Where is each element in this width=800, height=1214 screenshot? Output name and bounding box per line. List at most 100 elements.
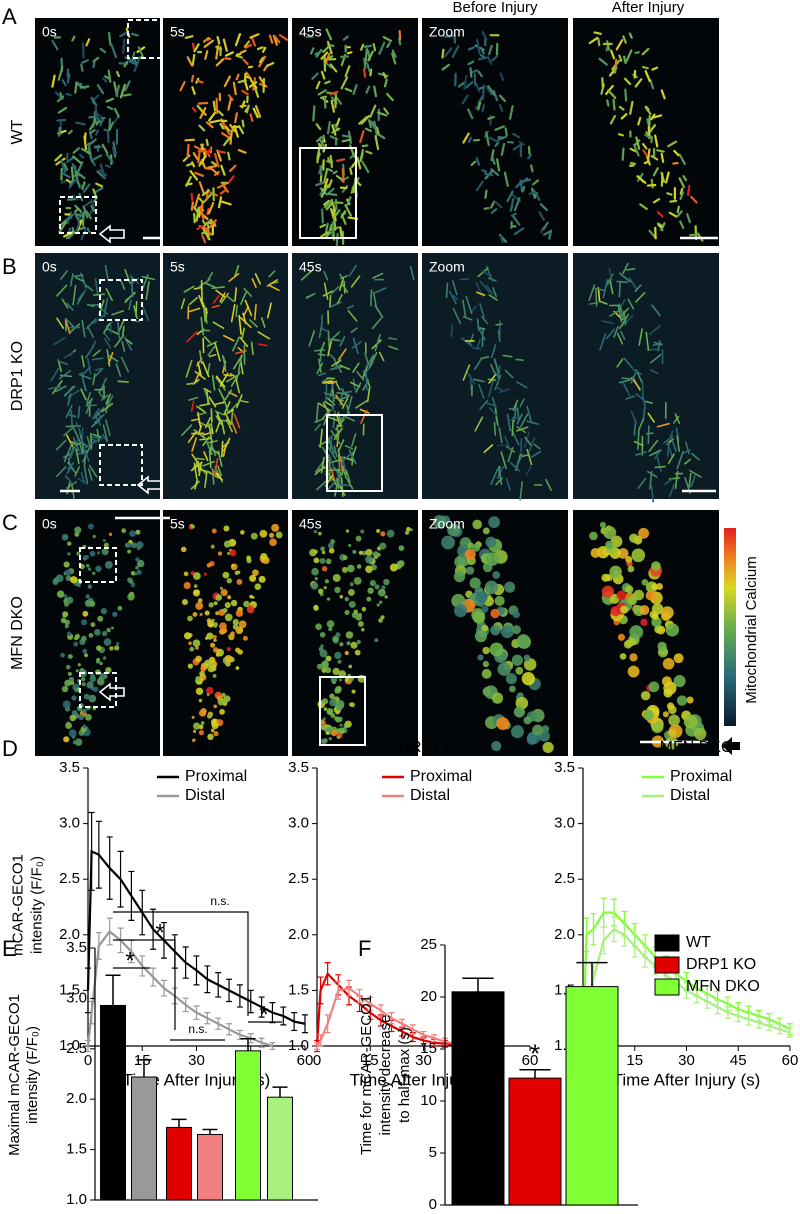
mito bbox=[615, 39, 624, 51]
error-bar bbox=[576, 961, 608, 987]
mito bbox=[192, 738, 196, 743]
mito bbox=[649, 353, 662, 364]
mito bbox=[213, 458, 219, 477]
mito bbox=[341, 138, 352, 143]
y-tick-label: 2.0 bbox=[59, 926, 80, 943]
mito bbox=[213, 638, 217, 642]
mito bbox=[197, 598, 203, 603]
mito bbox=[193, 145, 200, 150]
mito bbox=[212, 321, 225, 329]
mito bbox=[490, 207, 498, 214]
mito bbox=[190, 400, 195, 412]
mito bbox=[337, 716, 343, 722]
mito bbox=[181, 424, 193, 437]
mito bbox=[673, 675, 686, 688]
mito bbox=[510, 212, 517, 217]
mito bbox=[250, 341, 254, 356]
mito bbox=[198, 124, 206, 132]
mito bbox=[652, 198, 661, 204]
mito bbox=[86, 681, 94, 689]
mito bbox=[237, 79, 247, 84]
mito bbox=[356, 157, 362, 170]
mito bbox=[86, 563, 90, 568]
legend-label: Proximal bbox=[670, 768, 732, 785]
mito bbox=[215, 375, 226, 388]
mito bbox=[510, 197, 515, 207]
mito bbox=[335, 232, 339, 247]
mito bbox=[58, 221, 67, 234]
mito bbox=[488, 136, 499, 143]
mito bbox=[233, 413, 241, 429]
mito bbox=[227, 94, 234, 101]
mito bbox=[336, 430, 340, 448]
mito bbox=[339, 595, 343, 599]
mito bbox=[198, 729, 205, 736]
panel-letter: C bbox=[2, 510, 18, 535]
mito bbox=[496, 717, 510, 730]
y-tick-label: 10 bbox=[420, 1092, 437, 1109]
mito bbox=[484, 401, 497, 408]
mito bbox=[690, 195, 698, 204]
mito bbox=[652, 613, 659, 620]
frame-label: 45s bbox=[299, 259, 322, 275]
mito bbox=[236, 578, 243, 585]
mito bbox=[84, 554, 90, 560]
mito bbox=[192, 612, 198, 617]
mito bbox=[72, 740, 77, 745]
mito bbox=[474, 630, 488, 643]
mito bbox=[338, 678, 343, 682]
mito bbox=[95, 565, 102, 572]
mito bbox=[625, 585, 634, 594]
mito bbox=[96, 677, 105, 686]
mito bbox=[372, 272, 384, 279]
mito bbox=[326, 192, 338, 197]
mito bbox=[472, 543, 481, 552]
mito bbox=[53, 336, 66, 346]
mito bbox=[59, 92, 64, 100]
mito bbox=[471, 69, 479, 74]
legend-label: WT bbox=[686, 934, 711, 951]
mito bbox=[526, 448, 533, 466]
mito bbox=[329, 135, 339, 141]
mito bbox=[113, 107, 120, 118]
mito bbox=[124, 80, 131, 92]
mito bbox=[210, 408, 213, 423]
mito bbox=[220, 200, 232, 206]
mito bbox=[215, 376, 226, 391]
mito bbox=[324, 80, 331, 85]
mito bbox=[105, 97, 115, 103]
mito bbox=[509, 105, 514, 120]
mito bbox=[629, 100, 634, 115]
mito bbox=[533, 443, 541, 450]
mito bbox=[191, 106, 197, 113]
mito bbox=[668, 211, 678, 218]
mito bbox=[330, 301, 342, 308]
mito bbox=[651, 66, 659, 71]
mito bbox=[237, 148, 247, 154]
mito bbox=[199, 670, 205, 677]
mito bbox=[194, 369, 201, 384]
mito bbox=[249, 594, 253, 599]
mito bbox=[485, 552, 500, 566]
mito bbox=[465, 295, 473, 315]
mito bbox=[348, 601, 356, 608]
frame-label: Zoom bbox=[429, 516, 465, 532]
mito bbox=[595, 289, 598, 307]
mito bbox=[496, 158, 501, 172]
mito bbox=[469, 333, 474, 345]
mito bbox=[326, 597, 331, 601]
mito bbox=[63, 736, 70, 743]
mito bbox=[62, 611, 69, 618]
mito bbox=[367, 587, 374, 594]
mito bbox=[326, 445, 337, 460]
mito bbox=[532, 189, 541, 202]
mito bbox=[84, 713, 92, 721]
mito bbox=[344, 609, 350, 616]
mito bbox=[355, 614, 363, 621]
mito bbox=[481, 169, 488, 173]
mito bbox=[323, 96, 327, 109]
mito bbox=[186, 331, 198, 343]
row-label: MFN DKO bbox=[9, 596, 26, 670]
mito bbox=[315, 181, 326, 187]
mitochondria bbox=[309, 526, 414, 745]
